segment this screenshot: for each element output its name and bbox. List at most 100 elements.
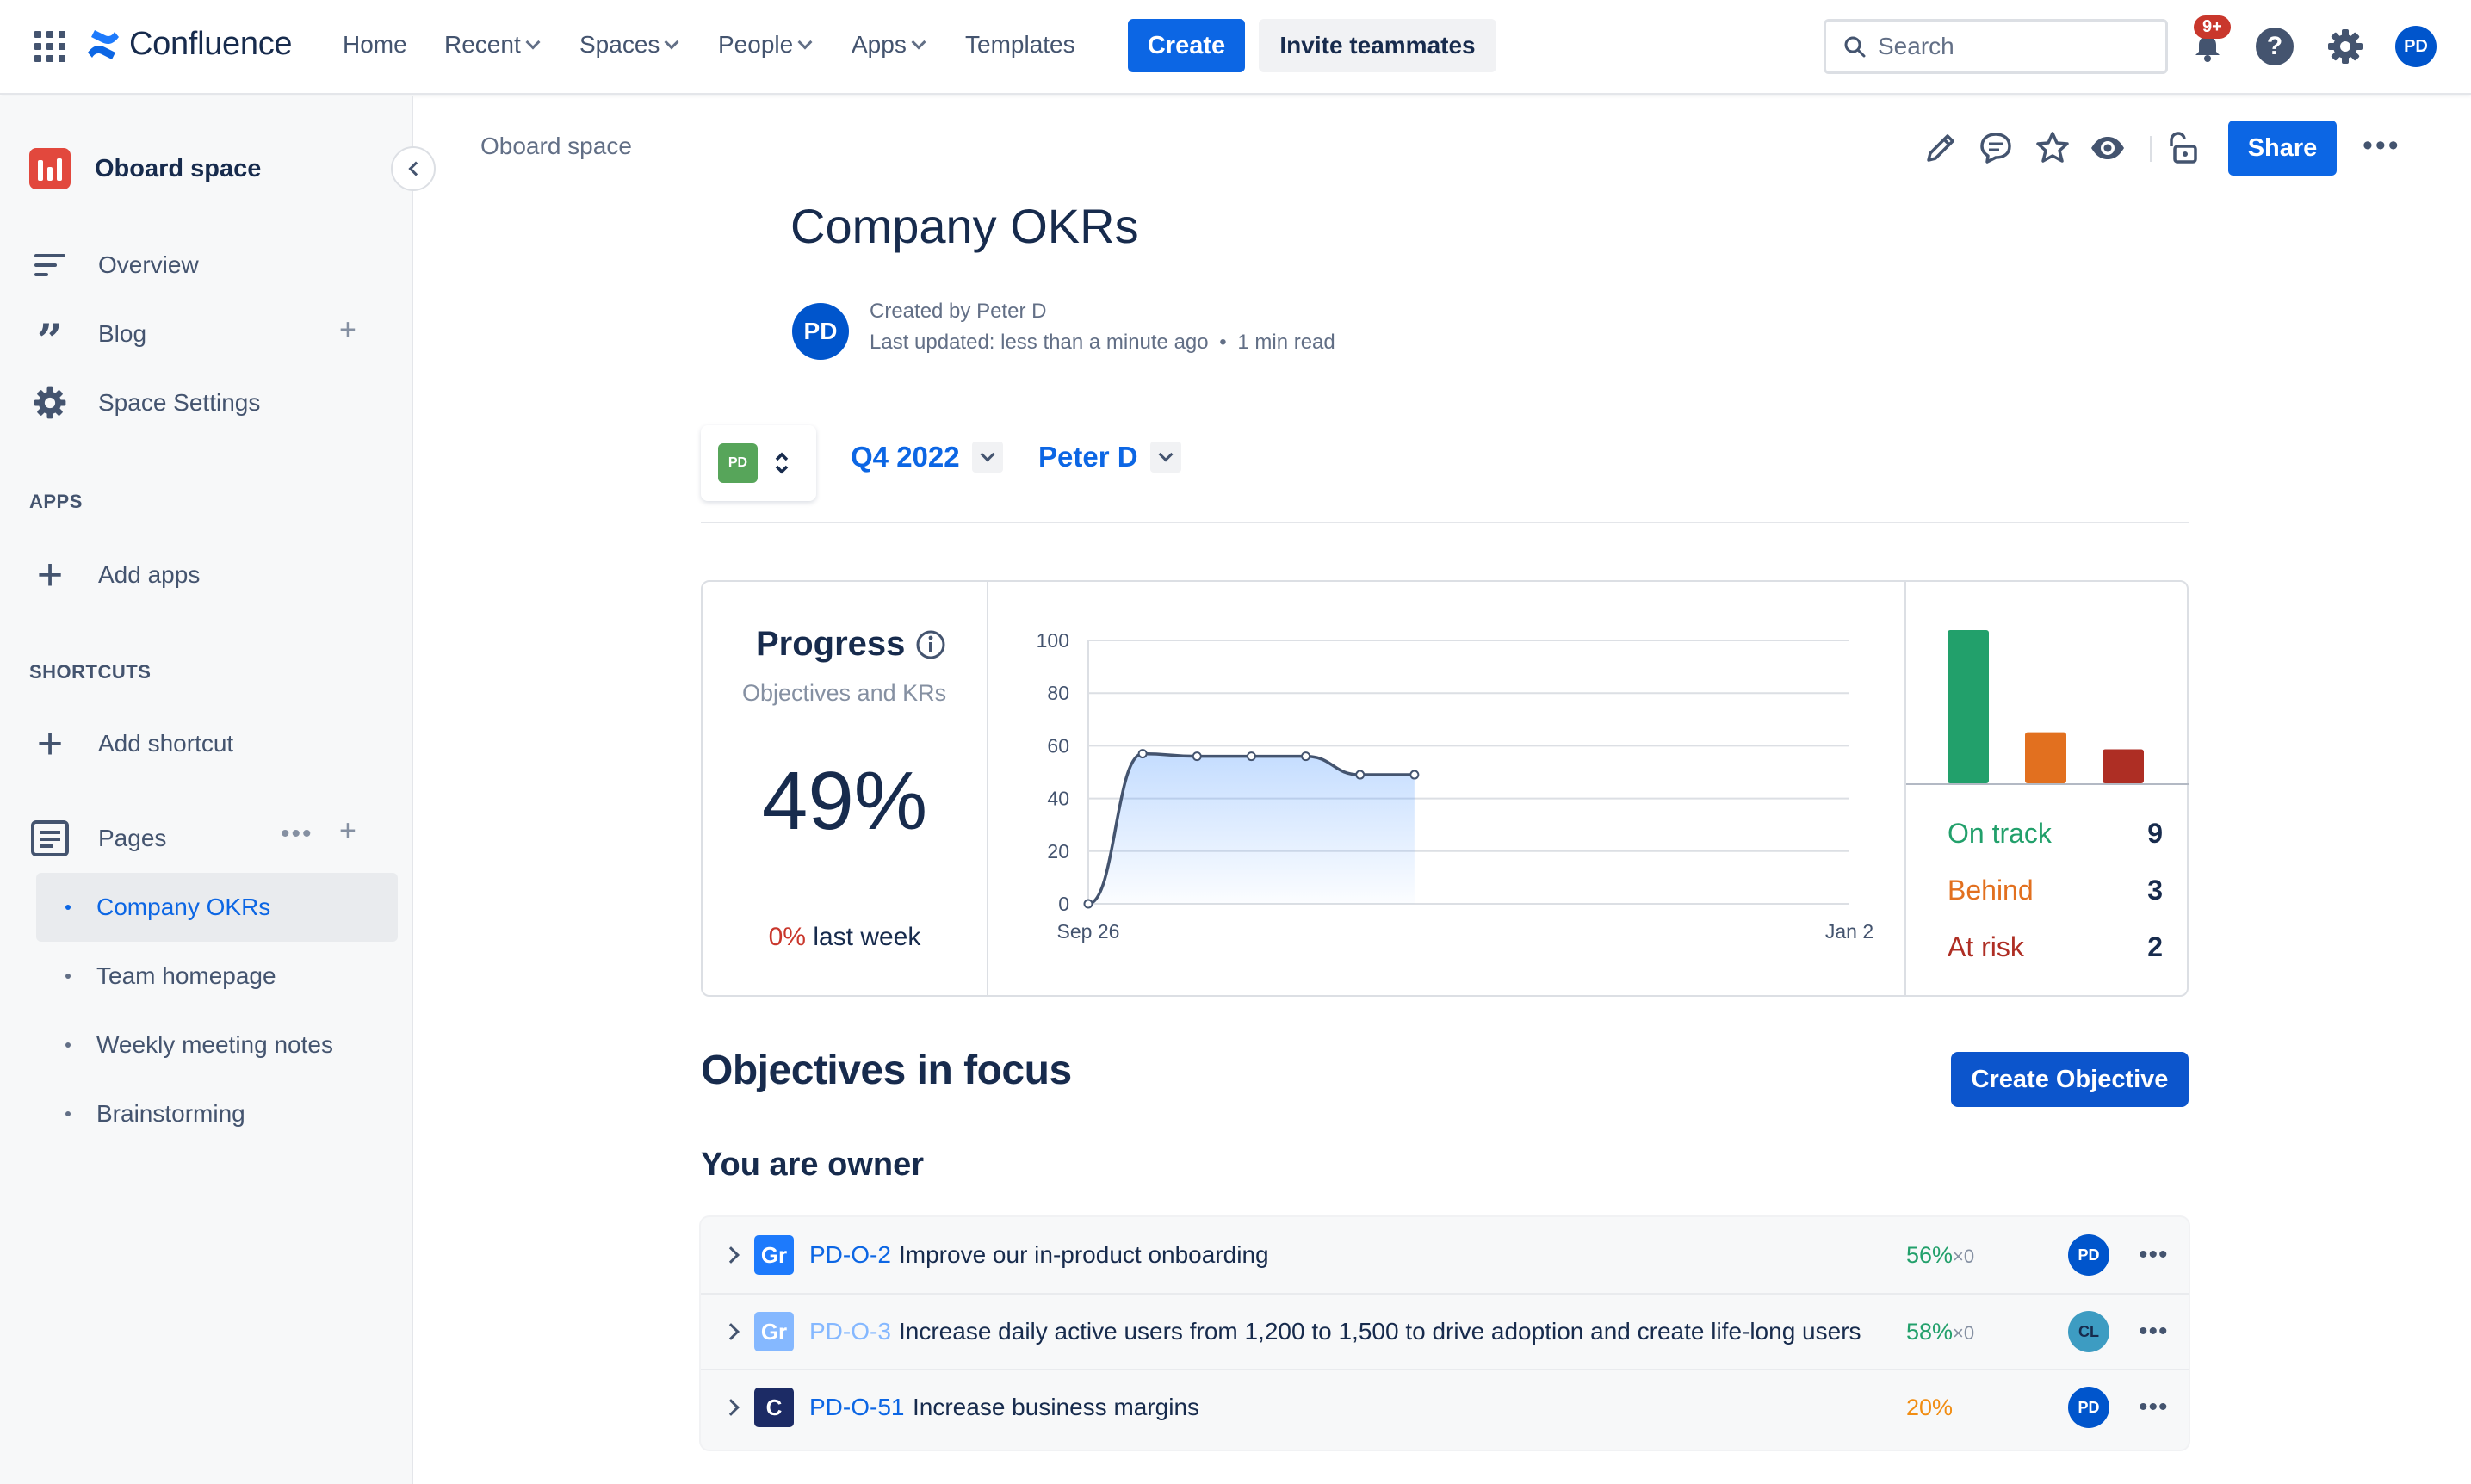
chevron-right-icon[interactable] xyxy=(722,1246,740,1264)
progress-percent: 58% xyxy=(1906,1318,1954,1345)
status-bar-on-track xyxy=(1948,630,1989,783)
objective-name[interactable]: Increase daily active users from 1,200 t… xyxy=(899,1318,1861,1345)
status-label: On track xyxy=(1948,818,2052,849)
breadcrumb[interactable]: Oboard space xyxy=(480,133,632,159)
owner-dropdown[interactable]: Peter D xyxy=(1038,441,1181,473)
table-row[interactable]: Gr PD-O-3 Increase daily active users fr… xyxy=(701,1293,2189,1369)
share-button[interactable]: Share xyxy=(2228,121,2337,176)
nav-spaces[interactable]: Spaces xyxy=(579,31,679,59)
status-at-risk[interactable]: At risk 2 xyxy=(1948,931,2163,963)
chevron-left-icon xyxy=(408,161,424,176)
separator-dot: • xyxy=(1219,331,1227,354)
edit-pencil-icon[interactable] xyxy=(1922,129,1960,167)
add-blog-icon[interactable]: + xyxy=(339,313,356,346)
watch-eye-icon[interactable] xyxy=(2089,129,2127,167)
objective-key[interactable]: PD-O-3 xyxy=(809,1318,891,1345)
nav-apps[interactable]: Apps xyxy=(852,31,926,59)
sidebar-item-pages[interactable]: Pages xyxy=(29,818,166,859)
objective-name[interactable]: Improve our in-product onboarding xyxy=(899,1241,1269,1268)
collapse-sidebar-button[interactable] xyxy=(391,146,436,191)
space-logo-icon xyxy=(29,148,71,189)
user-avatar[interactable]: PD xyxy=(2395,26,2437,67)
chevron-down-icon xyxy=(911,34,926,50)
row-more-icon[interactable]: ••• xyxy=(2139,1240,2169,1269)
create-button[interactable]: Create xyxy=(1128,19,1245,72)
add-shortcut-button[interactable]: + Add shortcut xyxy=(29,719,234,769)
search-placeholder: Search xyxy=(1878,33,1954,59)
nav-people[interactable]: People xyxy=(718,31,813,59)
search-icon xyxy=(1844,36,1866,58)
plus-icon: + xyxy=(36,550,64,600)
progress-card: Progress Objectives and KRs 49% 0% last … xyxy=(701,580,2189,997)
created-by: Created by Peter D xyxy=(870,300,1047,323)
objective-key[interactable]: PD-O-2 xyxy=(809,1241,891,1268)
nav-templates-label: Templates xyxy=(965,31,1075,58)
sidebar: Oboard space Overview ” Blog + Space Set… xyxy=(0,96,413,1484)
owner-avatar[interactable]: CL xyxy=(2068,1311,2109,1352)
table-row[interactable]: C PD-O-51 Increase business margins 20% … xyxy=(701,1369,2189,1444)
page-item-company-okrs[interactable]: Company OKRs xyxy=(36,873,398,942)
add-shortcut-label: Add shortcut xyxy=(98,730,234,757)
okr-filter-bar: PD Q4 2022 Peter D xyxy=(701,422,2189,523)
chevron-right-icon[interactable] xyxy=(722,1323,740,1340)
nav-templates[interactable]: Templates xyxy=(965,31,1075,59)
read-time: 1 min read xyxy=(1237,331,1335,354)
apps-section-heading: APPS xyxy=(29,491,83,512)
objective-name[interactable]: Increase business margins xyxy=(913,1394,1200,1420)
chevron-down-icon xyxy=(797,34,813,50)
sidebar-item-blog[interactable]: ” Blog xyxy=(29,313,147,364)
app-name: Confluence xyxy=(129,26,293,62)
page-item-label: Brainstorming xyxy=(96,1100,245,1127)
search-input[interactable]: Search xyxy=(1824,19,2168,74)
pages-icon xyxy=(29,818,71,859)
sidebar-item-label: Blog xyxy=(98,320,147,347)
author-avatar[interactable]: PD xyxy=(792,303,849,360)
add-page-icon[interactable]: + xyxy=(339,814,356,847)
chevron-right-icon[interactable] xyxy=(722,1399,740,1416)
table-row[interactable]: Gr PD-O-2 Improve our in-product onboard… xyxy=(701,1217,2189,1293)
status-behind[interactable]: Behind 3 xyxy=(1948,875,2163,906)
sidebar-item-label: Overview xyxy=(98,251,199,278)
unlock-icon[interactable] xyxy=(2164,129,2202,167)
nav-recent-label: Recent xyxy=(444,31,521,58)
objective-progress: 20% xyxy=(1906,1394,1953,1421)
pages-more-icon[interactable]: ••• xyxy=(281,819,313,848)
nav-recent[interactable]: Recent xyxy=(444,31,541,59)
gear-icon xyxy=(29,382,71,424)
x-tick-label: Sep 26 xyxy=(1057,920,1120,943)
page-item-team-homepage[interactable]: Team homepage xyxy=(36,942,398,1011)
settings-gear-icon[interactable] xyxy=(2325,26,2366,67)
status-on-track[interactable]: On track 9 xyxy=(1948,818,2163,850)
star-icon[interactable] xyxy=(2034,129,2072,167)
owner-avatar[interactable]: PD xyxy=(2068,1234,2109,1276)
space-header[interactable]: Oboard space xyxy=(29,148,261,189)
app-switcher-icon[interactable] xyxy=(34,31,65,62)
week-change-label: last week xyxy=(813,923,921,951)
add-apps-button[interactable]: + Add apps xyxy=(29,550,201,600)
create-objective-button[interactable]: Create Objective xyxy=(1951,1052,2189,1107)
sidebar-item-overview[interactable]: Overview xyxy=(29,244,199,286)
help-icon[interactable]: ? xyxy=(2256,28,2294,65)
notifications-icon[interactable] xyxy=(2187,26,2228,67)
data-point xyxy=(1246,751,1256,762)
invite-teammates-button[interactable]: Invite teammates xyxy=(1259,19,1496,72)
card-divider xyxy=(1904,582,1906,995)
more-actions-icon[interactable]: ••• xyxy=(2363,129,2401,162)
progress-week-change: 0% last week xyxy=(703,923,987,952)
data-point xyxy=(1301,751,1311,762)
page-item-brainstorming[interactable]: Brainstorming xyxy=(36,1079,398,1148)
owner-avatar[interactable]: PD xyxy=(2068,1387,2109,1428)
row-more-icon[interactable]: ••• xyxy=(2139,1317,2169,1345)
sidebar-item-space-settings[interactable]: Space Settings xyxy=(29,382,260,424)
workspace-badge: PD xyxy=(718,443,758,483)
row-more-icon[interactable]: ••• xyxy=(2139,1393,2169,1421)
workspace-selector[interactable]: PD xyxy=(701,425,816,501)
info-icon[interactable] xyxy=(915,629,946,660)
page-item-weekly-meeting-notes[interactable]: Weekly meeting notes xyxy=(36,1011,398,1079)
comment-icon[interactable] xyxy=(1977,129,2015,167)
period-dropdown[interactable]: Q4 2022 xyxy=(851,441,1003,473)
card-divider xyxy=(987,582,988,995)
nav-home[interactable]: Home xyxy=(343,31,407,59)
objective-key[interactable]: PD-O-51 xyxy=(809,1394,905,1420)
confluence-logo[interactable]: Confluence xyxy=(86,26,293,63)
